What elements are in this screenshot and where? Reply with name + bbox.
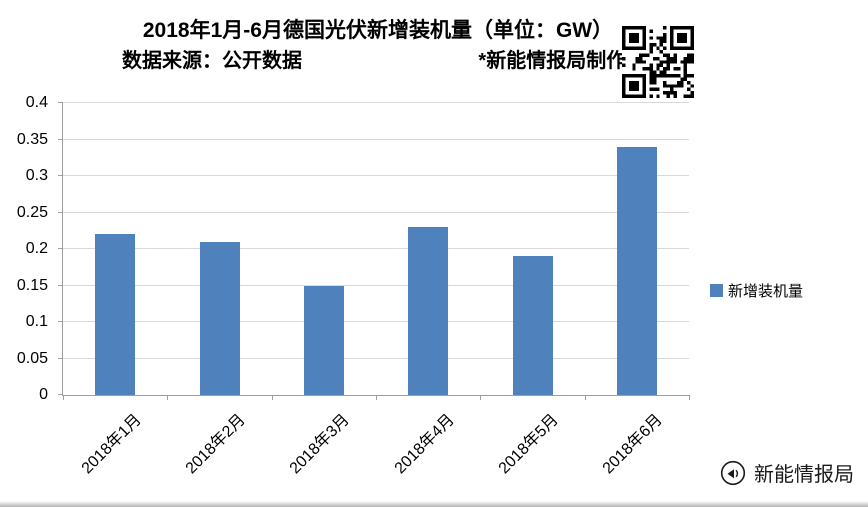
y-tick-label: 0.25 [16,203,48,221]
y-tick-label: 0.15 [16,276,48,294]
data-source-label: 数据来源：公开数据 [122,50,302,72]
y-tick-label: 0 [39,386,48,403]
y-tick-label: 0.1 [25,313,48,330]
gridline [63,321,689,322]
bar [199,241,240,395]
megaphone-icon [720,460,746,485]
x-tick-mark [63,395,64,400]
x-tick-mark [480,395,482,400]
page-edge-shadow [0,501,868,507]
x-tick-mark [689,395,690,400]
qr-code [622,26,694,98]
x-axis-labels: 2018年1月 2018年2月 2018年3月 2018年4月 2018年5月 2018年… [62,395,688,495]
bar [512,256,553,395]
y-tick-mark [58,248,63,249]
legend-label: 新增装机量 [728,283,804,300]
y-tick-mark [58,211,63,213]
chart-subtitle: 数据来源：公开数据 *新能情报局制作* [122,46,634,76]
y-tick-mark [58,175,63,176]
x-category-label: 2018年1月 [78,411,145,478]
x-category-label: 2018年2月 [182,411,249,478]
y-tick-label: 0.05 [16,349,48,367]
y-axis-labels: 0 0.05 0.1 0.15 0.2 0.25 0.3 0.35 0.4 [0,95,54,403]
y-tick-label: 0.35 [16,130,48,148]
gridline [63,175,689,176]
y-tick-mark [58,102,63,103]
gridline [63,284,689,286]
watermark-label: 新能情报局 [754,464,854,486]
plot-area [58,102,690,400]
legend-swatch [710,284,723,297]
bar [616,146,657,395]
gridline [63,138,689,140]
gridline [63,357,689,359]
y-tick-mark [58,284,63,286]
x-category-label: 2018年3月 [286,411,354,478]
y-tick-label: 0.4 [25,94,48,111]
x-category-label: 2018年4月 [391,411,458,478]
chart-title: 2018年1月-6月德国光伏新增装机量（单位：GW） [142,19,614,42]
x-tick-mark [376,395,377,400]
x-tick-mark [271,395,273,400]
watermark: 新能情报局 [720,458,854,487]
y-tick-mark [58,357,63,359]
legend: 新增装机量 [710,280,803,301]
bar [95,234,136,395]
y-tick-mark [58,321,63,322]
x-tick-mark [167,395,169,400]
x-category-label: 2018年6月 [599,411,667,478]
y-tick-mark [58,394,63,395]
x-tick-mark [584,395,586,400]
bar [408,227,449,395]
bar [303,285,344,395]
qr-code-image [622,26,694,98]
credit-label: *新能情报局制作* [478,50,634,72]
chart-header: 2018年1月-6月德国光伏新增装机量（单位：GW） 数据来源：公开数据 *新能… [122,16,634,76]
y-tick-mark [58,138,63,140]
x-category-label: 2018年5月 [495,411,562,478]
gridline [63,248,689,249]
gridline [63,102,689,103]
y-tick-label: 0.3 [25,167,48,184]
gridline [63,211,689,213]
y-tick-label: 0.2 [25,240,48,257]
